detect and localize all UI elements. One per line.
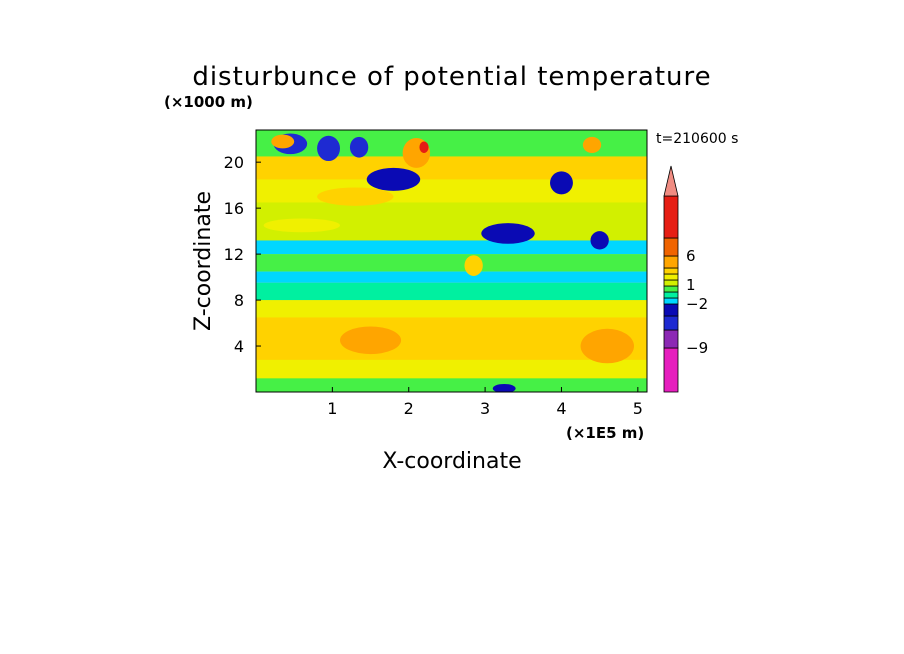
contour-band-6 bbox=[256, 254, 647, 272]
colorbar-segment-11 bbox=[663, 237, 679, 257]
contour-feature-10 bbox=[550, 171, 573, 195]
colorbar-label-2: −2 bbox=[686, 295, 708, 313]
y-tick-label-1: 8 bbox=[234, 291, 244, 310]
contour-feature-6 bbox=[271, 134, 295, 149]
colorbar-segment-8 bbox=[663, 273, 679, 281]
colorbar bbox=[663, 165, 679, 393]
colorbar-segment-5 bbox=[663, 291, 679, 299]
contour-band-7 bbox=[256, 240, 647, 255]
chart-title: disturbunce of potential temperature bbox=[192, 62, 711, 92]
x-tick-label-4: 5 bbox=[633, 399, 643, 418]
contour-feature-9 bbox=[590, 231, 609, 250]
contour-band-10 bbox=[256, 156, 647, 180]
colorbar-segment-0 bbox=[663, 347, 679, 393]
y-tick-label-0: 4 bbox=[234, 337, 244, 356]
y-tick-label-3: 16 bbox=[224, 199, 244, 218]
y-tick-label-4: 20 bbox=[224, 153, 244, 172]
contour-band-3 bbox=[256, 300, 647, 318]
x-axis: 1 2 3 4 5 bbox=[327, 387, 643, 418]
contour-band-1 bbox=[256, 359, 647, 379]
colorbar-segment-9 bbox=[663, 267, 679, 275]
y-axis-label: Z-coordinate bbox=[191, 191, 216, 331]
contour-feature-8 bbox=[481, 223, 535, 244]
contour-feature-1 bbox=[317, 135, 341, 162]
contour-band-0 bbox=[256, 378, 647, 392]
y-unit-label: (×1000 m) bbox=[164, 93, 253, 111]
contour-feature-14 bbox=[492, 383, 516, 392]
colorbar-arrow bbox=[663, 165, 679, 197]
colorbar-segment-6 bbox=[663, 285, 679, 293]
colorbar-segment-10 bbox=[663, 255, 679, 269]
colorbar-segment-12 bbox=[663, 195, 679, 239]
contour-band-5 bbox=[256, 271, 647, 283]
plot-frame bbox=[255, 129, 648, 393]
contour-feature-13 bbox=[340, 326, 402, 355]
x-tick-label-0: 1 bbox=[327, 399, 337, 418]
contour-feature-2 bbox=[349, 136, 369, 158]
contour-feature-16 bbox=[263, 218, 341, 233]
contour-feature-7 bbox=[366, 167, 421, 191]
colorbar-segment-4 bbox=[663, 297, 679, 305]
colorbar-segment-2 bbox=[663, 315, 679, 331]
colorbar-label-0: 6 bbox=[686, 247, 696, 265]
x-axis-label: X-coordinate bbox=[382, 449, 521, 474]
x-tick-label-3: 4 bbox=[556, 399, 566, 418]
contour-band-2 bbox=[256, 317, 647, 360]
colorbar-segment-7 bbox=[663, 279, 679, 287]
time-label: t=210600 s bbox=[656, 131, 738, 147]
x-tick-label-1: 2 bbox=[404, 399, 414, 418]
colorbar-labels: 6 1−2 −9 bbox=[686, 247, 708, 357]
colorbar-segment-3 bbox=[663, 303, 679, 317]
y-tick-label-2: 12 bbox=[224, 245, 244, 264]
x-tick-label-2: 3 bbox=[480, 399, 490, 418]
x-unit-label: (×1E5 m) bbox=[566, 424, 644, 442]
contour-feature-5 bbox=[582, 136, 602, 153]
plot-area bbox=[256, 130, 647, 392]
colorbar-label-1: 1 bbox=[686, 276, 696, 294]
colorbar-segment-1 bbox=[663, 329, 679, 349]
contour-band-4 bbox=[256, 282, 647, 301]
y-axis: 4 8 12 16 20 bbox=[224, 153, 261, 356]
contour-band-9 bbox=[256, 179, 647, 203]
colorbar-label-3: −9 bbox=[686, 339, 708, 357]
contour-feature-11 bbox=[464, 255, 483, 276]
contour-feature-4 bbox=[419, 141, 429, 153]
contour-feature-15 bbox=[317, 187, 394, 206]
contour-feature-12 bbox=[580, 328, 635, 364]
